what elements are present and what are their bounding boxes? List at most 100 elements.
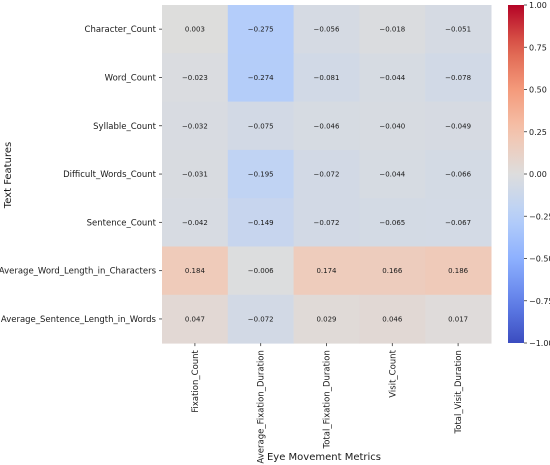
heatmap-cell	[359, 53, 426, 103]
colorbar	[508, 5, 524, 343]
row-label: Average_Word_Length_in_Characters	[0, 267, 157, 277]
cell-value-label: −0.067	[445, 219, 471, 227]
column-label: Visit_Count	[388, 349, 398, 397]
heatmap-cell	[162, 101, 229, 151]
cell-value-label: 0.184	[185, 267, 206, 275]
cell-value-label: −0.046	[314, 122, 340, 130]
heatmap-cell	[425, 294, 492, 344]
cell-value-label: −0.065	[379, 219, 405, 227]
column-labels: Fixation_Count Average_Fixation_Duration T…	[191, 343, 464, 464]
cell-value-label: −0.072	[314, 171, 340, 179]
cell-value-label: −0.195	[248, 171, 274, 179]
heatmap-cell	[162, 5, 229, 54]
cell-value-label: −0.078	[445, 74, 471, 82]
cell-value-label: −0.031	[182, 171, 208, 179]
heatmap-cell	[162, 246, 229, 296]
heatmap-cell	[227, 101, 295, 151]
heatmap-cell	[425, 101, 492, 151]
heatmap-cell	[425, 53, 492, 103]
row-labels: Character_Count Word_Count Syllable_Count D…	[0, 25, 162, 325]
cell-value-label: −0.072	[314, 219, 340, 227]
heatmap-cell	[293, 198, 360, 247]
row-label: Character_Count	[85, 25, 157, 35]
colorbar-tick-label: −1.00	[529, 339, 550, 348]
heatmap-cell	[425, 246, 492, 296]
colorbar-tick-label: 0.00	[529, 170, 547, 179]
heatmap-cell	[227, 53, 295, 103]
heatmap-cell	[359, 149, 426, 199]
heatmap-cell	[293, 53, 360, 103]
heatmap-cell	[162, 53, 229, 103]
cell-value-label: 0.046	[382, 315, 403, 323]
cell-value-label: −0.274	[248, 74, 274, 82]
colorbar-tick-label: −0.25	[529, 212, 550, 221]
heatmap-cell	[359, 246, 426, 296]
cell-value-label: 0.003	[185, 26, 205, 34]
row-label: Sentence_Count	[87, 218, 157, 228]
row-label: Syllable_Count	[93, 122, 157, 132]
cell-value-label: 0.047	[185, 315, 205, 323]
heatmap-cell	[227, 149, 295, 199]
cell-value-label: −0.023	[182, 74, 208, 82]
colorbar-tick-label: −0.75	[529, 297, 550, 306]
heatmap-cell	[425, 198, 492, 247]
x-axis-title: Eye Movement Metrics	[267, 452, 381, 463]
column-label: Average_Fixation_Duration	[257, 350, 267, 463]
heatmap-cell	[162, 198, 229, 247]
colorbar-tick-label: 0.75	[529, 43, 547, 52]
row-label: Word_Count	[105, 73, 157, 83]
heatmap-cell	[293, 5, 360, 54]
cell-value-label: −0.075	[248, 122, 274, 130]
row-label: Average_Sentence_Length_in_Words	[1, 315, 157, 325]
cell-value-label: −0.051	[445, 26, 471, 34]
heatmap-cell-labels: 0.003 −0.275 −0.056 −0.018 −0.051 −0.023 −0.27…	[182, 26, 472, 324]
heatmap-cell	[162, 294, 229, 344]
heatmap-cell	[359, 198, 426, 247]
heatmap-cell	[227, 246, 295, 296]
heatmap-cell	[359, 101, 426, 151]
column-label: Fixation_Count	[191, 349, 201, 412]
cell-value-label: 0.017	[448, 315, 468, 323]
colorbar-tick-label: 1.00	[529, 1, 547, 10]
heatmap-cell	[162, 149, 229, 199]
heatmap-cell	[293, 149, 360, 199]
cell-value-label: −0.006	[248, 267, 274, 275]
colorbar-ticks: 1.00 0.75 0.50 0.25 0.00 −0.25 −0.50 −0.75 −1.00	[524, 1, 550, 348]
cell-value-label: 0.166	[382, 267, 403, 275]
heatmap-cell	[293, 101, 360, 151]
heatmap-cell	[425, 149, 492, 199]
y-axis-title: Text Features	[3, 142, 14, 209]
cell-value-label: −0.149	[248, 219, 274, 227]
cell-value-label: −0.072	[248, 315, 274, 323]
colorbar-tick-label: 0.25	[529, 128, 547, 137]
cell-value-label: −0.044	[379, 74, 405, 82]
cell-value-label: −0.066	[445, 171, 471, 179]
heatmap-cell	[227, 5, 295, 54]
cell-value-label: 0.029	[316, 315, 336, 323]
cell-value-label: −0.040	[379, 122, 405, 130]
heatmap-cell	[359, 294, 426, 344]
cell-value-label: −0.042	[182, 219, 208, 227]
column-label: Total_Visit_Duration	[454, 350, 464, 434]
colorbar-tick-label: −0.50	[529, 255, 550, 264]
cell-value-label: −0.044	[379, 171, 405, 179]
cell-value-label: −0.275	[248, 26, 274, 34]
cell-value-label: −0.018	[379, 26, 405, 34]
heatmap-cell	[227, 198, 295, 247]
cell-value-label: −0.032	[182, 122, 208, 130]
heatmap-cells	[162, 5, 492, 344]
heatmap-cell	[293, 294, 360, 344]
cell-value-label: −0.081	[314, 74, 340, 82]
heatmap-cell	[293, 246, 360, 296]
heatmap-cell	[425, 5, 492, 54]
row-label: Difficult_Words_Count	[63, 170, 157, 180]
cell-value-label: 0.174	[316, 267, 337, 275]
colorbar-tick-label: 0.50	[529, 86, 547, 95]
heatmap-cell	[227, 294, 295, 344]
cell-value-label: −0.056	[314, 26, 340, 34]
cell-value-label: −0.049	[445, 122, 471, 130]
cell-value-label: 0.186	[448, 267, 469, 275]
column-label: Total_Fixation_Duration	[323, 350, 333, 449]
heatmap-cell	[359, 5, 426, 54]
